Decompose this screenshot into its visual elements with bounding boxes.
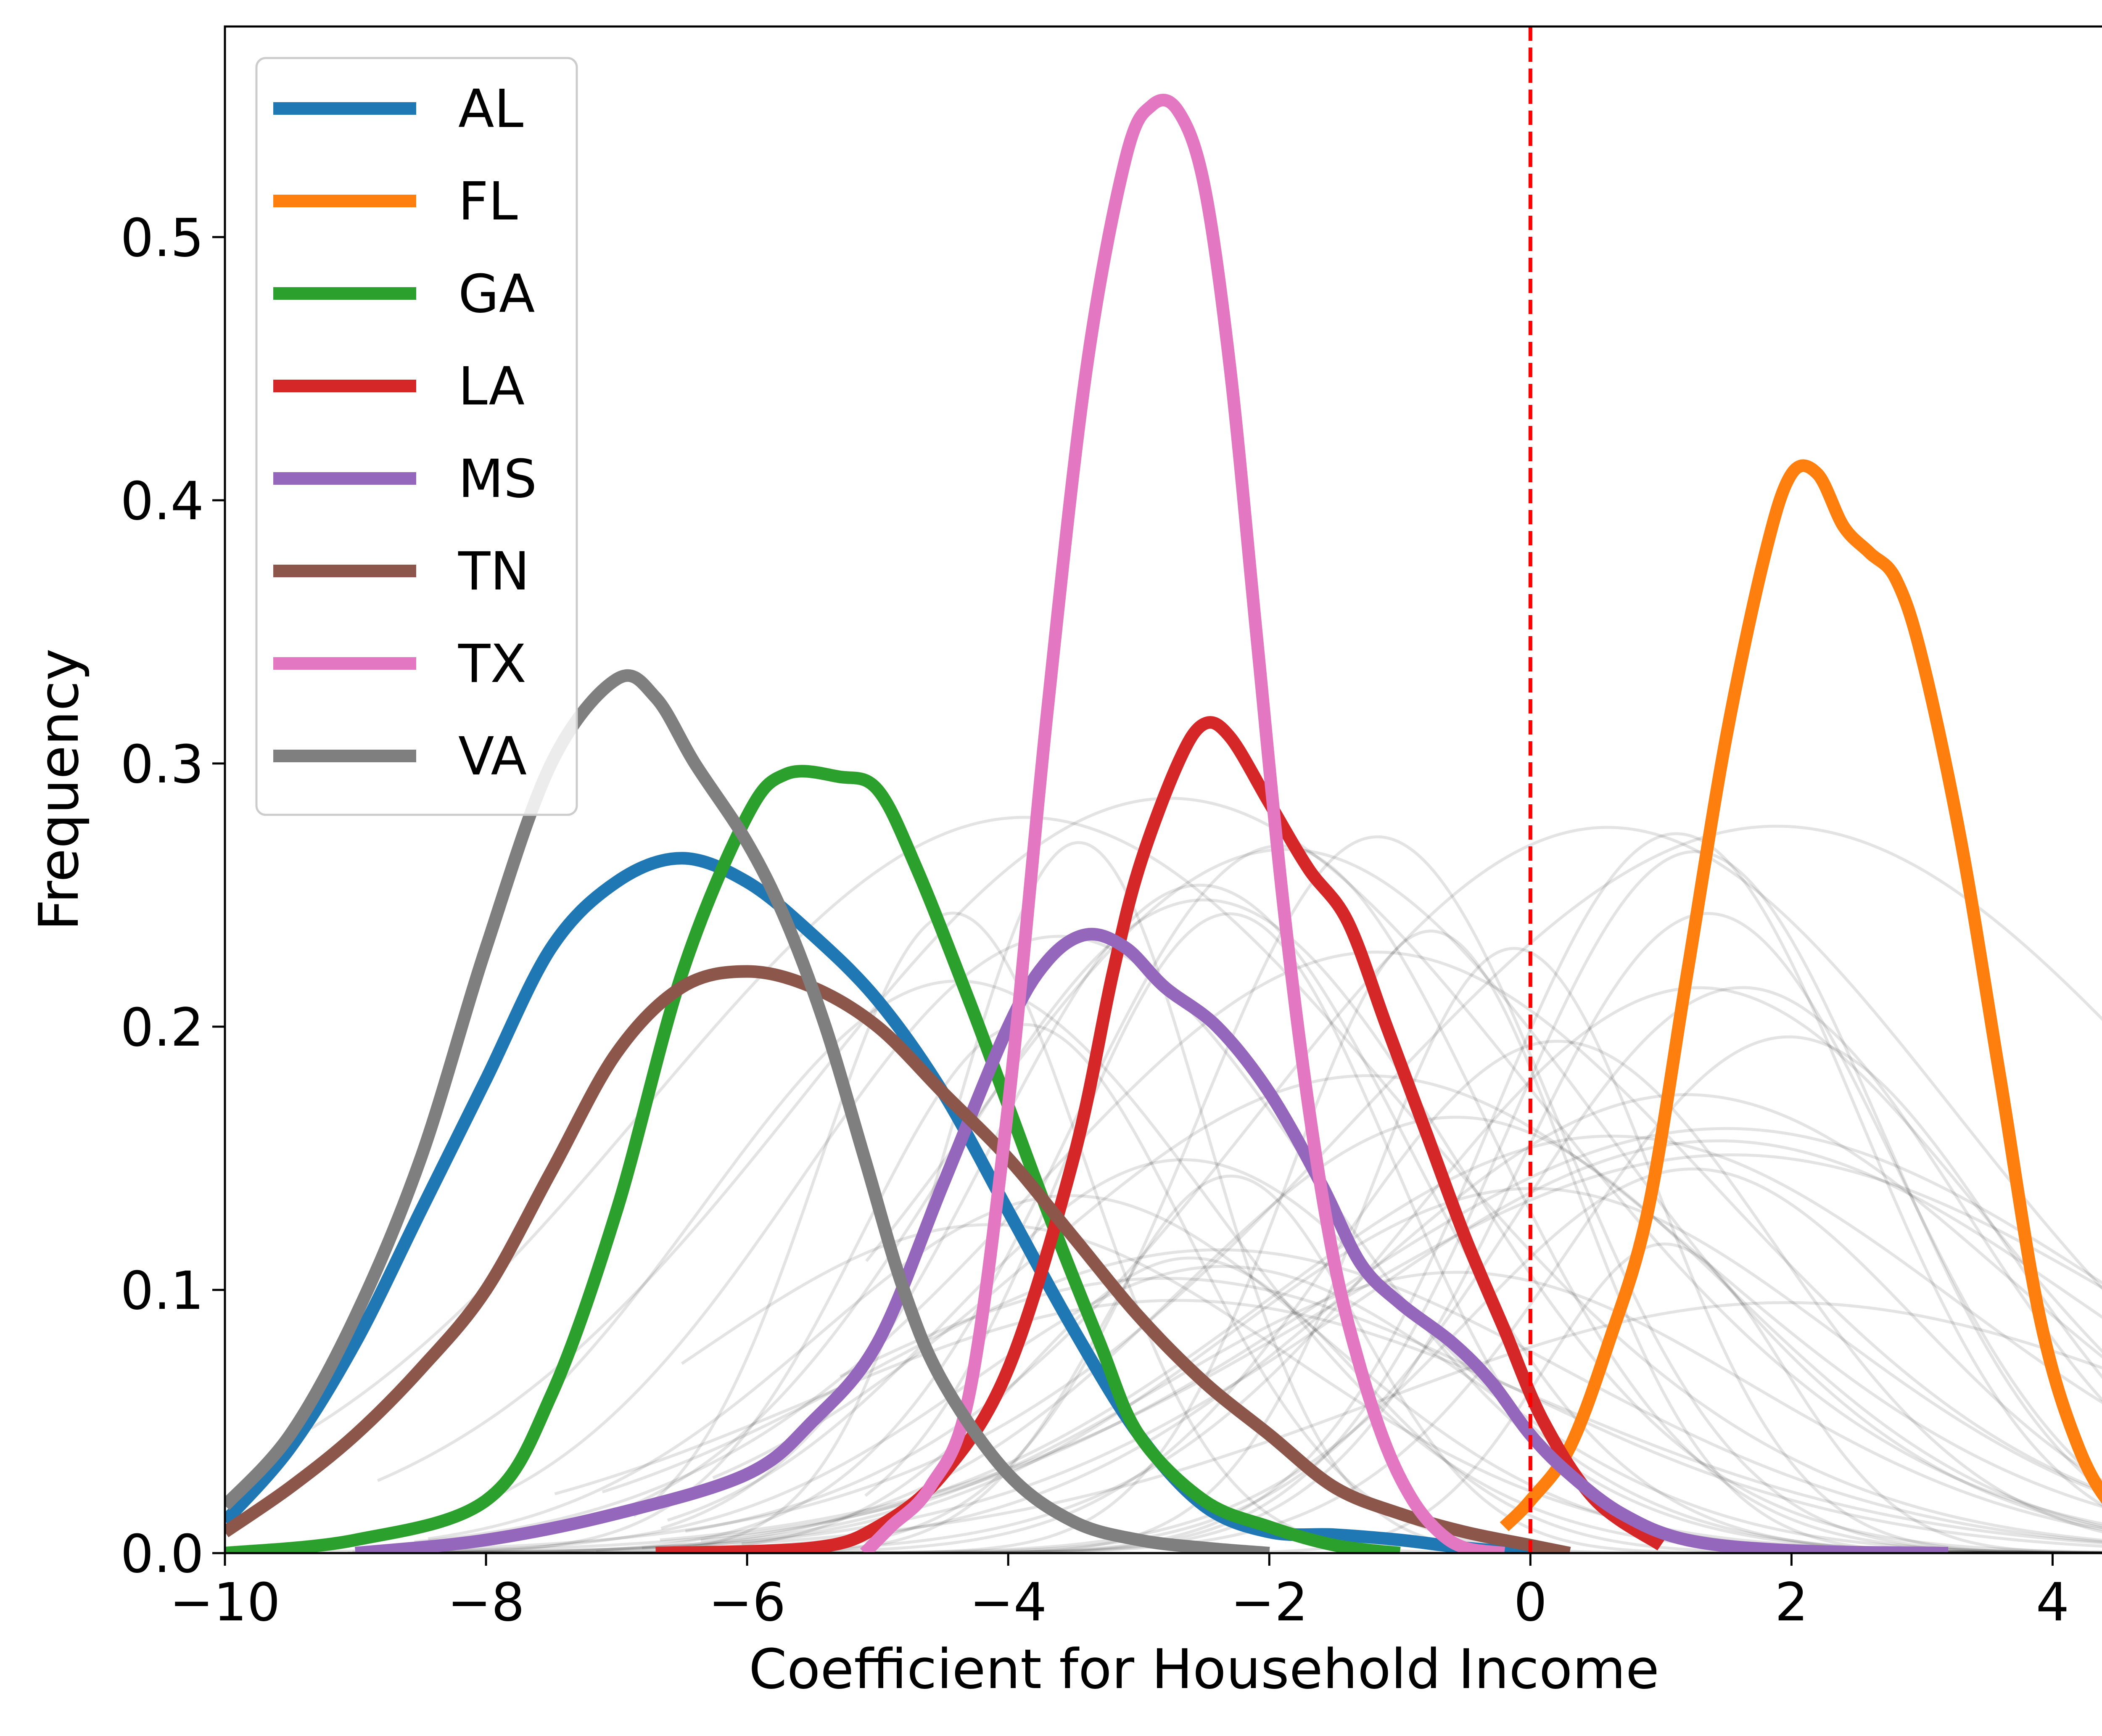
background-curve [347,1023,2102,1553]
background-curve [712,1074,2102,1508]
legend-box [255,57,578,816]
background-curve [319,947,2102,1553]
y-tick-label: 0.1 [120,1260,204,1321]
legend-label-al: AL [458,79,523,140]
background-curve [363,1265,2102,1553]
series-line-tx [860,94,1505,1553]
background-curve [404,1139,2102,1553]
series-lines [225,94,2102,1553]
x-tick-label: −8 [447,1572,525,1633]
x-tick-label: −6 [708,1572,786,1633]
series-line-fl [1500,459,2102,1532]
legend-label-fl: FL [458,171,518,232]
y-tick-label: 0.2 [120,997,204,1058]
series-line-tn [225,965,1571,1553]
background-curve [310,816,2102,1542]
legend-label-ga: GA [458,264,535,325]
x-axis-ticks: −10 −8 −6 −4 −2 0 2 4 [169,1553,2069,1633]
background-curve [700,1134,2102,1542]
x-tick-label: −2 [1231,1572,1308,1633]
background-curve [364,1271,2102,1553]
x-tick-label: −10 [169,1572,280,1633]
x-tick-label: 4 [2036,1572,2070,1633]
legend-label-ms: MS [458,449,537,510]
background-curve [320,824,2102,1553]
background-curve [685,826,2102,1533]
background-curve [642,1115,2102,1549]
y-tick-label: 0.0 [120,1524,204,1585]
y-tick-label: 0.3 [120,734,204,795]
background-curve [566,850,2102,1553]
background-curve [608,898,2102,1553]
background-curve [430,832,2102,1553]
y-tick-label: 0.5 [120,208,204,269]
background-curve [355,1167,2102,1553]
x-tick-label: 2 [1775,1572,1809,1633]
background-curve [741,1301,2102,1546]
series-line-ga [225,765,1401,1553]
legend-label-la: LA [458,356,525,417]
series-line-ms [355,927,1949,1553]
plot-frame [224,25,2102,1554]
x-axis-label: Coefficient for Household Income [749,1637,1659,1701]
x-tick-label: 0 [1514,1572,1547,1633]
background-curve [352,1127,2102,1553]
legend-label-tx: TX [458,634,526,695]
y-axis-ticks: 0.0 0.1 0.2 0.3 0.4 0.5 [120,208,225,1585]
legend-label-va: VA [458,726,527,787]
background-curve [554,1299,2102,1545]
x-tick-label: −4 [969,1572,1047,1633]
legend-label-tn: TN [458,541,530,602]
background-curve [394,1187,2102,1553]
series-line-va [225,669,1270,1553]
background-curve [839,1276,2102,1548]
background-curve [865,848,2102,1529]
y-axis-label: Frequency [27,648,91,931]
legend: AL FL GA LA MS TN TX VA [255,57,578,816]
series-line-la [655,716,1665,1553]
y-tick-label: 0.4 [120,471,204,532]
